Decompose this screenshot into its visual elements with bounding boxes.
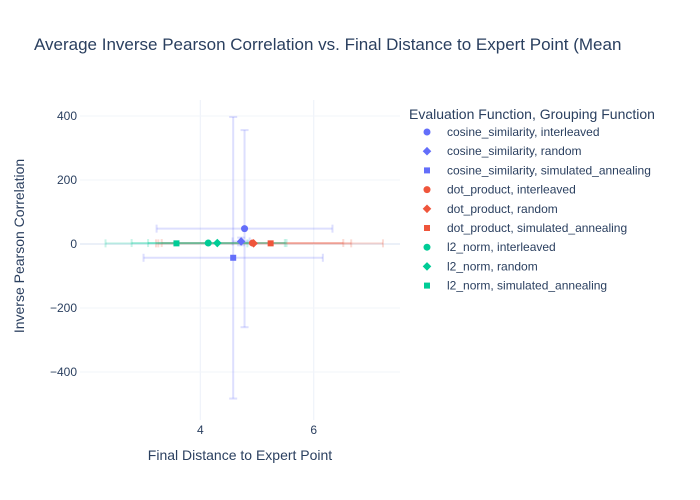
legend-marker-square	[424, 225, 430, 231]
legend-item[interactable]: dot_product, simulated_annealing	[424, 221, 627, 235]
legend-label: l2_norm, simulated_annealing	[447, 279, 607, 293]
y-axis-title: Inverse Pearson Correlation	[11, 159, 27, 333]
legend-item[interactable]: l2_norm, simulated_annealing	[424, 279, 607, 293]
legend-marker-diamond	[422, 146, 432, 156]
legend-item[interactable]: cosine_similarity, interleaved	[423, 125, 600, 139]
legend-label: dot_product, random	[447, 202, 558, 216]
chart-title: Average Inverse Pearson Correlation vs. …	[34, 35, 621, 54]
legend-label: l2_norm, interleaved	[447, 240, 556, 254]
legend-marker-circle	[423, 243, 431, 251]
data-point-square	[173, 240, 180, 247]
legend-label: dot_product, interleaved	[447, 183, 576, 197]
legend-marker-diamond	[422, 204, 432, 214]
data-point-circle	[204, 239, 212, 247]
legend-label: l2_norm, random	[447, 259, 538, 273]
data-point-square	[230, 254, 237, 261]
legend-marker-diamond	[422, 262, 432, 271]
plot-background	[80, 100, 400, 420]
legend-item[interactable]: dot_product, random	[422, 202, 558, 216]
legend-item[interactable]: dot_product, interleaved	[423, 183, 576, 197]
legend-title: Evaluation Function, Grouping Function	[409, 106, 655, 122]
y-tick-label: −400	[50, 365, 77, 379]
legend-item[interactable]: cosine_similarity, random	[422, 144, 582, 158]
data-point-diamond	[249, 239, 258, 248]
legend-label: cosine_similarity, random	[447, 144, 582, 158]
legend-item[interactable]: cosine_similarity, simulated_annealing	[424, 163, 651, 177]
y-tick-label: 0	[70, 237, 77, 251]
legend-marker-square	[424, 282, 430, 289]
y-tick-label: 200	[57, 173, 77, 187]
legend-label: dot_product, simulated_annealing	[447, 221, 627, 235]
x-axis-title: Final Distance to Expert Point	[148, 447, 333, 463]
x-tick-label: 4	[197, 423, 204, 437]
legend-label: cosine_similarity, simulated_annealing	[447, 163, 651, 177]
data-point-circle	[241, 225, 249, 233]
data-point-diamond	[236, 237, 246, 246]
gridlines	[80, 100, 400, 420]
legend-marker-square	[424, 167, 430, 174]
legend[interactable]: cosine_similarity, interleaved cosine_sim…	[422, 125, 651, 293]
data-point-square	[267, 240, 274, 247]
legend-label: cosine_similarity, interleaved	[447, 125, 600, 139]
plot-area	[80, 100, 400, 420]
x-tick-label: 6	[310, 423, 317, 437]
y-tick-label: −200	[50, 301, 77, 315]
y-tick-label: 400	[57, 109, 77, 123]
legend-item[interactable]: l2_norm, interleaved	[423, 240, 556, 254]
y-axis-ticks: 400 200 0 −200 −400	[50, 109, 77, 379]
data-point-diamond	[213, 238, 222, 248]
legend-marker-circle	[423, 186, 431, 194]
legend-marker-circle	[423, 128, 431, 136]
data-markers	[173, 225, 274, 261]
legend-item[interactable]: l2_norm, random	[422, 259, 538, 273]
